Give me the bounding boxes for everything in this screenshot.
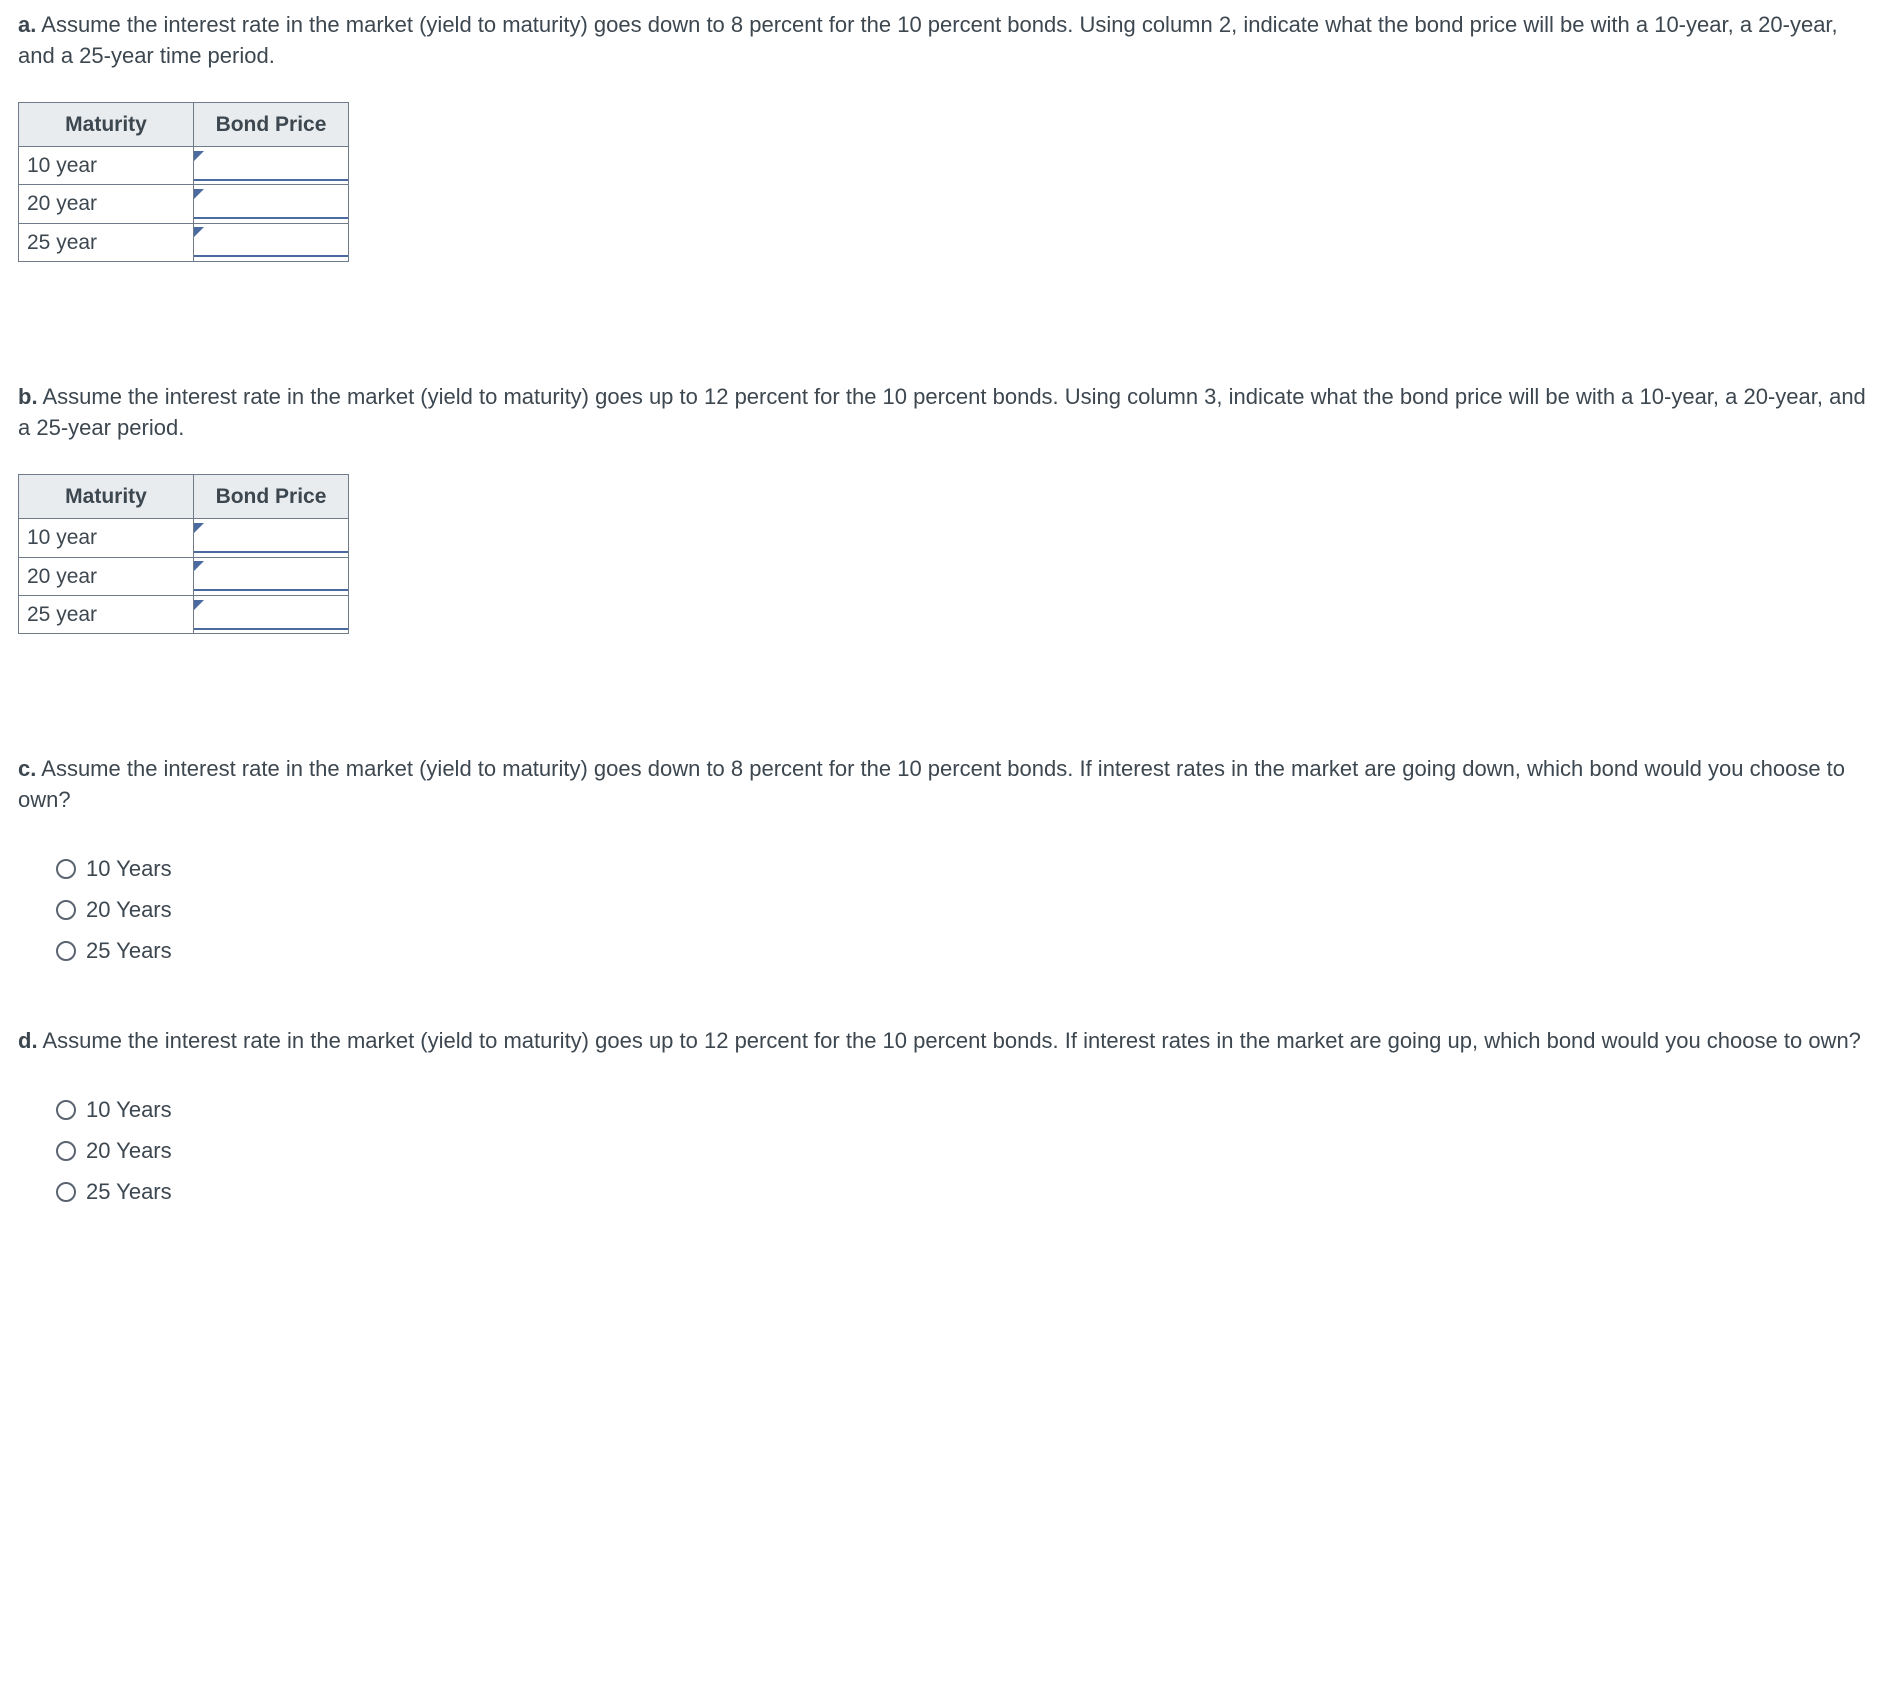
part-d-label: d. [18,1028,38,1053]
table-row: 10 year [19,146,349,184]
marker-icon [194,151,204,161]
bondprice-input-cell[interactable] [194,519,349,557]
marker-icon [194,561,204,571]
table-a-header-maturity: Maturity [19,102,194,146]
table-row: 25 year [19,595,349,633]
option-label: 10 Years [86,1095,172,1126]
option-row[interactable]: 25 Years [56,936,1874,967]
radio-icon[interactable] [56,859,76,879]
radio-icon[interactable] [56,1141,76,1161]
option-label: 20 Years [86,895,172,926]
options-d: 10 Years 20 Years 25 Years [56,1095,1874,1207]
radio-icon[interactable] [56,1182,76,1202]
question-b: b. Assume the interest rate in the marke… [18,382,1874,634]
option-label: 25 Years [86,1177,172,1208]
maturity-cell: 25 year [19,223,194,261]
table-row: 25 year [19,223,349,261]
bondprice-input-cell[interactable] [194,223,349,261]
table-a-header-bondprice: Bond Price [194,102,349,146]
option-row[interactable]: 10 Years [56,854,1874,885]
question-c-text: c. Assume the interest rate in the marke… [18,754,1874,816]
radio-icon[interactable] [56,900,76,920]
marker-icon [194,189,204,199]
maturity-cell: 25 year [19,595,194,633]
bondprice-input-cell[interactable] [194,185,349,223]
option-row[interactable]: 25 Years [56,1177,1874,1208]
question-d: d. Assume the interest rate in the marke… [18,1026,1874,1207]
question-a: a. Assume the interest rate in the marke… [18,10,1874,262]
question-b-text: b. Assume the interest rate in the marke… [18,382,1874,444]
radio-icon[interactable] [56,941,76,961]
maturity-cell: 20 year [19,185,194,223]
marker-icon [194,523,204,533]
maturity-cell: 20 year [19,557,194,595]
option-label: 10 Years [86,854,172,885]
bondprice-input-cell[interactable] [194,146,349,184]
table-row: 20 year [19,557,349,595]
option-row[interactable]: 20 Years [56,895,1874,926]
part-a-label: a. [18,12,36,37]
table-b-header-maturity: Maturity [19,474,194,518]
options-c: 10 Years 20 Years 25 Years [56,854,1874,966]
question-d-text: d. Assume the interest rate in the marke… [18,1026,1874,1057]
bondprice-input-cell[interactable] [194,595,349,633]
question-a-text: a. Assume the interest rate in the marke… [18,10,1874,72]
part-d-body: Assume the interest rate in the market (… [42,1028,1860,1053]
table-b-header-bondprice: Bond Price [194,474,349,518]
part-b-body: Assume the interest rate in the market (… [18,384,1866,440]
maturity-cell: 10 year [19,146,194,184]
table-row: 10 year [19,519,349,557]
marker-icon [194,227,204,237]
part-c-label: c. [18,756,36,781]
part-a-body: Assume the interest rate in the market (… [18,12,1838,68]
table-row: 20 year [19,185,349,223]
option-label: 25 Years [86,936,172,967]
part-c-body: Assume the interest rate in the market (… [18,756,1845,812]
question-c: c. Assume the interest rate in the marke… [18,754,1874,966]
bondprice-input-cell[interactable] [194,557,349,595]
option-row[interactable]: 10 Years [56,1095,1874,1126]
option-row[interactable]: 20 Years [56,1136,1874,1167]
part-b-label: b. [18,384,38,409]
bond-table-a: Maturity Bond Price 10 year 20 year 25 y… [18,102,349,263]
marker-icon [194,600,204,610]
bond-table-b: Maturity Bond Price 10 year 20 year 25 y… [18,474,349,635]
option-label: 20 Years [86,1136,172,1167]
radio-icon[interactable] [56,1100,76,1120]
maturity-cell: 10 year [19,519,194,557]
